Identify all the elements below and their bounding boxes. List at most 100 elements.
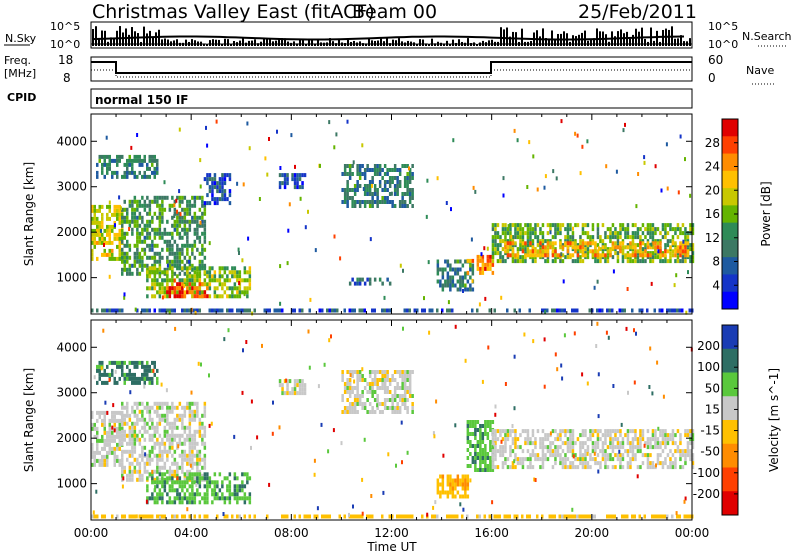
velocity-cell [393, 394, 397, 398]
velocity-cell [171, 500, 174, 505]
velocity-cell [479, 444, 482, 448]
velocity-cell [171, 469, 174, 474]
power-cell [148, 274, 152, 279]
velocity-cell [141, 409, 144, 414]
power-cell [366, 192, 369, 196]
velocity-cell [307, 329, 310, 334]
cpid-label: CPID [7, 91, 36, 104]
velocity-cell [210, 421, 213, 426]
power-cell [108, 200, 111, 205]
velocity-cell [484, 432, 487, 436]
velocity-cell [201, 476, 204, 481]
power-cell [471, 278, 474, 283]
velocity-cell [451, 482, 455, 487]
velocity-cell [183, 405, 187, 410]
power-cell [351, 204, 354, 208]
power-cell [138, 251, 142, 256]
velocity-cell [381, 386, 384, 390]
power-cell [489, 254, 492, 259]
power-cell [123, 235, 126, 240]
nsky-bar [206, 43, 208, 46]
velocity-cell [641, 453, 645, 458]
nsky-bar [536, 30, 538, 46]
velocity-cell [534, 457, 537, 462]
power-cell [108, 224, 111, 229]
velocity-cell [288, 379, 292, 384]
velocity-cell [378, 402, 382, 406]
velocity-cell [133, 413, 137, 418]
power-cell [216, 189, 219, 194]
power-cell [669, 251, 672, 256]
velocity-cell [679, 441, 682, 446]
velocity-cell [484, 444, 487, 448]
power-cell [466, 270, 470, 275]
velocity-cell [491, 433, 495, 438]
power-cell [108, 252, 111, 257]
power-cell [136, 235, 139, 240]
velocity-cell [116, 410, 119, 415]
velocity-cell [634, 457, 637, 462]
velocity-cell [111, 418, 114, 423]
velocity-cell [121, 469, 124, 474]
power-cell [658, 308, 661, 313]
power-cell [621, 308, 624, 313]
velocity-cell [106, 442, 109, 447]
velocity-cell [393, 370, 397, 374]
velocity-cell [662, 394, 665, 399]
velocity-cell [646, 457, 650, 462]
velocity-cell [401, 398, 404, 402]
power-cell [213, 185, 217, 190]
power-cell [188, 263, 192, 268]
velocity-cell [93, 375, 96, 380]
power-cell [246, 121, 249, 126]
power-cell [153, 255, 157, 260]
velocity-cell [293, 383, 297, 388]
power-cell [191, 267, 194, 272]
velocity-cell [524, 441, 527, 446]
power-cell [228, 294, 232, 299]
velocity-cell [181, 514, 184, 519]
velocity-cell [151, 469, 154, 474]
power-cell [166, 267, 169, 272]
velocity-cell [193, 437, 197, 442]
power-cell [281, 308, 284, 313]
velocity-cell [178, 476, 182, 481]
power-cell [178, 290, 182, 295]
power-cell [173, 259, 177, 264]
velocity-cell [479, 440, 482, 444]
power-cell [363, 168, 367, 172]
velocity-cell [634, 445, 637, 450]
freq-left-tick-top: 18 [58, 53, 73, 67]
velocity-cell [566, 445, 570, 450]
velocity-cell [466, 464, 470, 468]
power-cell [246, 290, 249, 295]
power-cell [386, 196, 389, 200]
power-cell [198, 259, 202, 264]
power-cell [193, 294, 197, 299]
velocity-cell [356, 394, 359, 398]
power-cell [556, 223, 560, 228]
velocity-cell [283, 379, 287, 384]
nsky-bar [542, 28, 544, 46]
velocity-cell [143, 372, 146, 377]
power-cell [597, 246, 600, 251]
nsky-bar [212, 39, 214, 46]
velocity-cell [104, 400, 107, 405]
velocity-cell [619, 429, 622, 434]
nsky-bar [491, 39, 493, 46]
velocity-cell [171, 484, 174, 489]
power-cell [581, 245, 585, 250]
power-cell [163, 308, 166, 313]
power-cell [236, 294, 239, 299]
power-cell [506, 249, 510, 254]
velocity-cell [278, 379, 282, 384]
velocity-cell [183, 480, 187, 485]
velocity-cell [634, 437, 637, 442]
velocity-cell [469, 478, 472, 483]
velocity-cell [173, 473, 177, 478]
velocity-cell [609, 437, 612, 442]
power-cell [211, 181, 214, 186]
velocity-cell [191, 472, 194, 477]
velocity-cell [328, 338, 331, 343]
power-cell [148, 247, 152, 252]
